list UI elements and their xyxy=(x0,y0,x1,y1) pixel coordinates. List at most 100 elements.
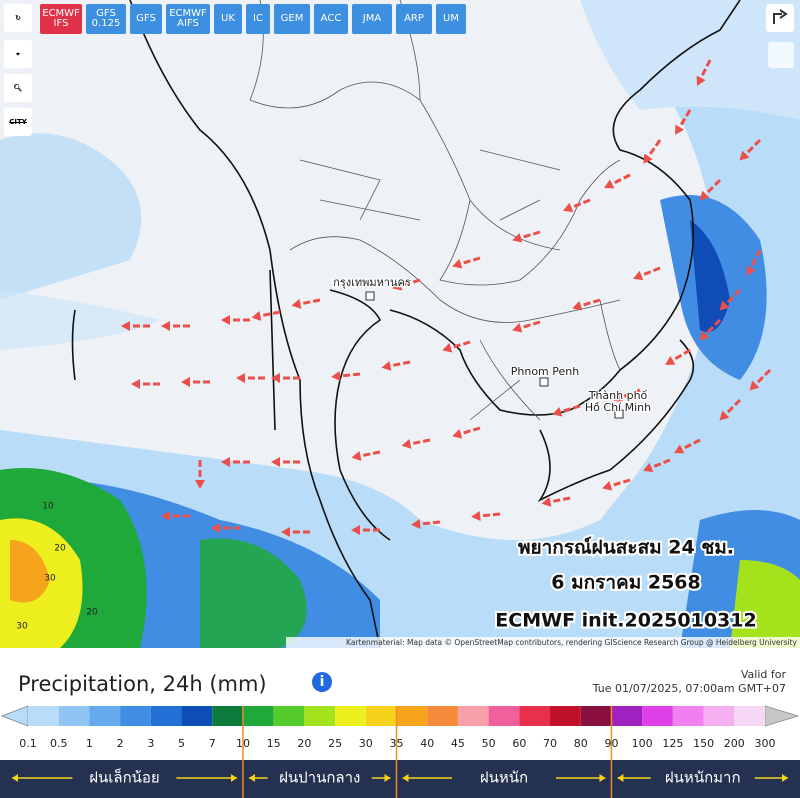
scale-swatch xyxy=(550,706,581,726)
refresh-button[interactable]: ↻ xyxy=(4,4,32,32)
wind-arrow xyxy=(256,310,281,319)
scale-label: 15 xyxy=(267,737,281,750)
wind-arrow-head xyxy=(665,356,676,365)
scale-label: 80 xyxy=(574,737,588,750)
category-label: ฝนหนัก xyxy=(480,769,528,787)
rain-area xyxy=(730,560,800,648)
wind-arrow-head xyxy=(613,392,624,403)
model-button[interactable]: UM xyxy=(436,4,466,34)
scale-end xyxy=(0,705,29,727)
wind-arrow-head xyxy=(512,322,523,333)
coastline xyxy=(129,0,381,648)
wind-arrow-head xyxy=(696,75,706,86)
wind-arrow-head xyxy=(442,342,453,353)
wind-arrow-head xyxy=(161,321,170,331)
wind-arrow-head xyxy=(392,280,403,291)
wind-arrow xyxy=(567,198,591,211)
model-button[interactable]: GEM xyxy=(274,4,310,34)
scale-swatch xyxy=(396,706,428,726)
wind-arrow xyxy=(386,360,411,369)
model-button[interactable]: ARP xyxy=(396,4,432,34)
model-button[interactable]: ECMWF AIFS xyxy=(166,4,210,34)
model-button[interactable]: IC xyxy=(246,4,270,34)
wind-arrow-head xyxy=(643,462,654,473)
scale-swatch xyxy=(519,706,551,726)
scale-label: 0.5 xyxy=(50,737,68,750)
place-label-line: กรุงเทพมหานคร xyxy=(333,276,411,289)
wind-arrow-head xyxy=(161,511,170,521)
wind-arrow-head xyxy=(401,439,412,449)
model-button[interactable]: ACC xyxy=(314,4,348,34)
category-arrow-head xyxy=(230,774,237,782)
screenshot-button[interactable] xyxy=(768,42,794,68)
place-label: Thành phố Hồ Chí Minh xyxy=(585,389,651,414)
rain-area xyxy=(0,40,800,648)
wind-arrow-head xyxy=(351,525,360,535)
model-button[interactable]: GFS xyxy=(130,4,162,34)
model-button[interactable]: ECMWF IFS xyxy=(40,4,82,34)
wind-arrow-head xyxy=(512,232,523,243)
wind-arrow xyxy=(296,298,321,307)
wind-arrow-head xyxy=(699,330,710,341)
wind-arrow-head xyxy=(563,202,574,213)
model-button[interactable]: UK xyxy=(214,4,242,34)
scale-swatch xyxy=(611,706,643,726)
scale-label: 45 xyxy=(451,737,465,750)
scale-swatch xyxy=(273,706,305,726)
scale-label: 50 xyxy=(482,737,496,750)
category-label: ฝนเล็กน้อย xyxy=(89,768,160,787)
scale-label: 7 xyxy=(209,737,216,750)
wind-arrow-head xyxy=(739,150,750,161)
scale-swatch xyxy=(672,706,704,726)
scale-label: 150 xyxy=(693,737,714,750)
model-button[interactable]: GFS 0.125 xyxy=(86,4,126,34)
city-marker xyxy=(365,291,375,301)
scale-label: 0.1 xyxy=(19,737,37,750)
wind-arrow-head xyxy=(121,321,130,331)
wind-arrow-head xyxy=(643,153,653,164)
coastline xyxy=(329,289,391,541)
wind-arrow xyxy=(406,438,431,447)
scale-swatch xyxy=(150,706,182,726)
category-arrow-head xyxy=(248,774,255,782)
wind-arrow-head xyxy=(271,457,280,467)
scale-swatch xyxy=(365,706,397,726)
border xyxy=(249,81,621,286)
rain-area xyxy=(10,540,50,603)
wind-arrow-head xyxy=(271,373,280,383)
category-label: ฝนหนักมาก xyxy=(665,769,741,787)
wind-arrow-head xyxy=(281,527,290,537)
rain-area xyxy=(0,133,142,300)
scale-swatch xyxy=(580,706,612,726)
info-button[interactable]: i xyxy=(312,672,332,692)
city-toggle[interactable]: CITY xyxy=(4,108,32,136)
wind-arrow xyxy=(721,288,742,309)
wind-arrow-head xyxy=(572,300,583,311)
scale-label: 60 xyxy=(512,737,526,750)
wind-arrow-head xyxy=(195,480,205,489)
valid-time: Tue 01/07/2025, 07:00am GMT+07 xyxy=(592,682,786,695)
wind-arrow-head xyxy=(351,451,362,461)
wind-arrow-head xyxy=(452,428,463,439)
category-arrow-head xyxy=(782,774,788,782)
model-button[interactable]: JMA xyxy=(352,4,392,34)
rain-area xyxy=(580,0,800,120)
scale-swatch xyxy=(734,706,765,726)
wind-arrow-head xyxy=(746,265,756,276)
wind-arrow-head xyxy=(471,511,481,521)
scale-swatch xyxy=(212,706,243,726)
location-button[interactable]: ⌖ xyxy=(4,40,32,68)
wind-arrow xyxy=(721,398,742,419)
scale-swatch xyxy=(58,706,90,726)
scale-label: 300 xyxy=(755,737,776,750)
wind-arrow-head xyxy=(604,179,615,189)
border xyxy=(479,299,621,421)
scale-swatch xyxy=(242,706,274,726)
scale-swatch xyxy=(703,706,735,726)
zoom-button[interactable]: 🔍︎ xyxy=(4,74,32,102)
forecast-overlay: ECMWF init.2025010312 xyxy=(495,610,756,632)
wind-arrow-head xyxy=(381,361,392,371)
scale-label: 100 xyxy=(632,737,653,750)
legend: Precipitation, 24h (mm) i Valid for Tue … xyxy=(0,648,800,798)
